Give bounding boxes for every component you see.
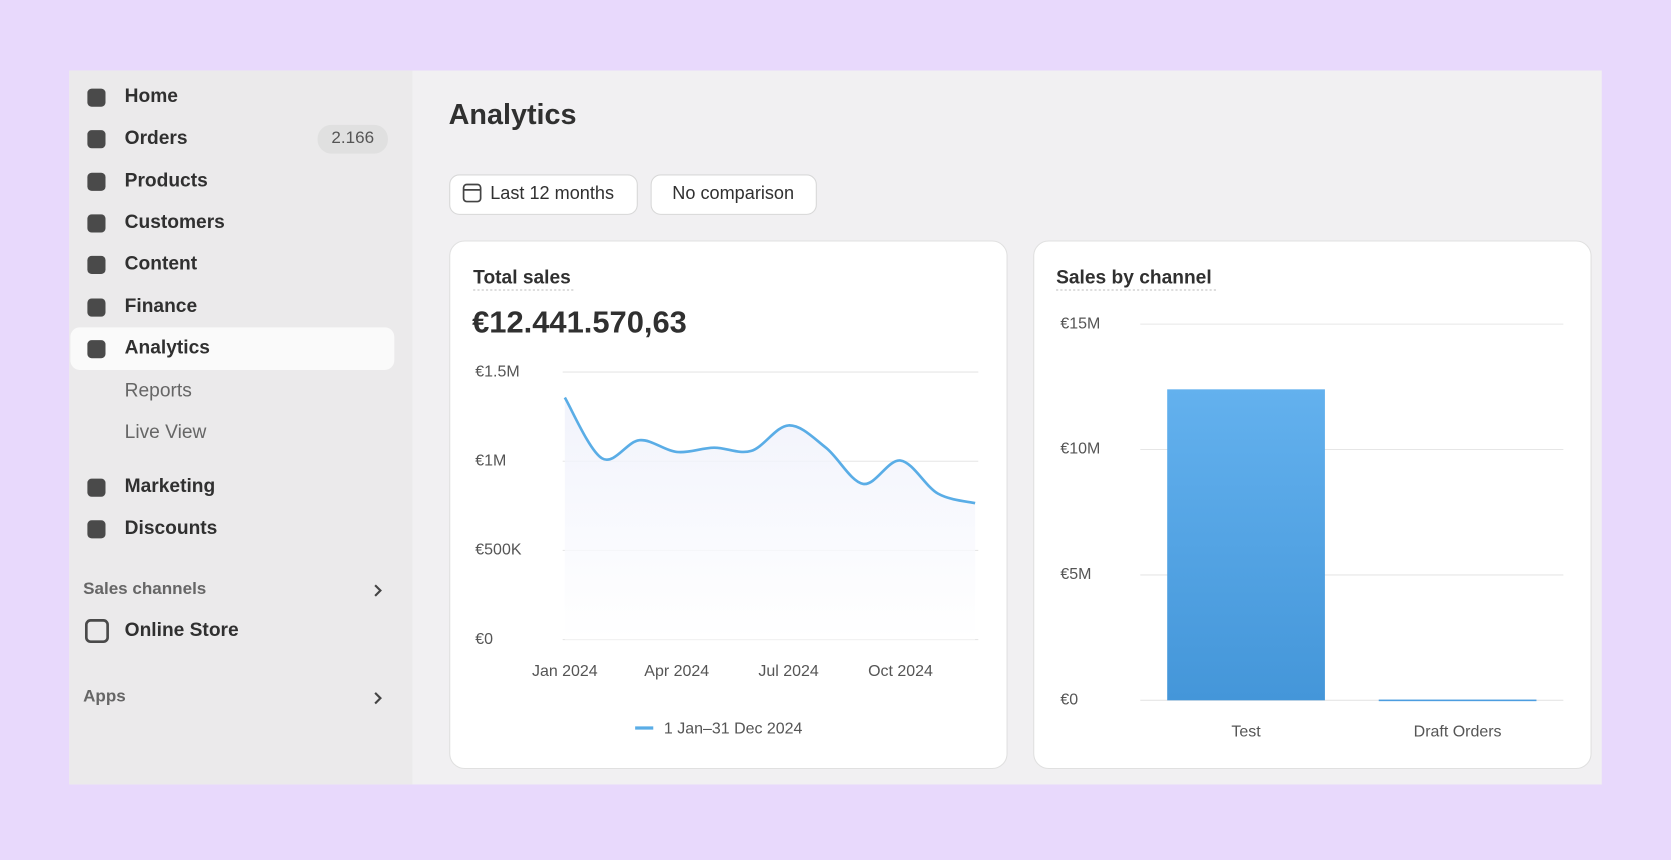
nav-icon: [87, 88, 106, 107]
date-button[interactable]: [449, 174, 638, 215]
y-tick-label: €500K: [475, 542, 522, 559]
nav-item[interactable]: Discounts: [125, 518, 218, 539]
card-title: Sales by channel: [1056, 267, 1212, 288]
x-tick-label: Oct 2024: [868, 663, 933, 680]
nav-icon: [84, 619, 109, 644]
chevron: [374, 584, 382, 597]
y-tick-label: €10M: [1060, 441, 1100, 458]
nav-item[interactable]: Home: [125, 86, 178, 107]
nav-subitem[interactable]: Live View: [125, 422, 207, 443]
nav-icon: [87, 520, 106, 539]
nav-item[interactable]: Customers: [125, 212, 225, 233]
nav-item[interactable]: Marketing: [125, 476, 216, 497]
area: [564, 397, 976, 640]
x-tick-label: Jul 2024: [758, 663, 818, 680]
total-value: €12.441.570,63: [472, 304, 687, 339]
comparison-button[interactable]: [650, 174, 817, 215]
nav-icon: [87, 130, 106, 149]
nav-item[interactable]: Analytics: [125, 338, 210, 359]
badge-count: 2.166: [331, 128, 374, 147]
x-tick-label: Draft Orders: [1414, 724, 1502, 741]
nav-icon: [87, 478, 106, 497]
nav-item[interactable]: Content: [125, 254, 198, 275]
active-highlight: [70, 327, 395, 370]
x-tick-label: Jan 2024: [532, 663, 598, 680]
bar: [1167, 389, 1325, 701]
x-tick-label: Test: [1231, 724, 1261, 741]
y-tick-label: €15M: [1060, 315, 1100, 332]
y-tick-label: €1M: [475, 452, 506, 469]
nav-icon: [87, 214, 106, 233]
y-tick-label: €5M: [1060, 566, 1091, 583]
y-tick-label: €1.5M: [475, 363, 519, 380]
nav-item[interactable]: Products: [125, 170, 208, 191]
card-title: Total sales: [473, 267, 571, 288]
nav-subitem[interactable]: Reports: [125, 380, 192, 401]
y-tick-label: €0: [475, 631, 493, 648]
nav-item[interactable]: Online Store: [125, 620, 239, 641]
chevron: [374, 692, 382, 705]
legend-label: 1 Jan–31 Dec 2024: [664, 720, 803, 737]
nav-icon: [87, 340, 106, 359]
line: [563, 396, 976, 505]
sidebar: [69, 70, 413, 785]
x-tick-label: Apr 2024: [644, 663, 709, 680]
calendar-icon: [462, 183, 482, 203]
badge: [317, 124, 388, 154]
bar: [1378, 699, 1537, 702]
button-label: Last 12 months: [490, 183, 614, 203]
nav-icon: [87, 298, 106, 317]
nav-item[interactable]: Finance: [125, 296, 197, 317]
y-tick-label: €0: [1060, 692, 1078, 709]
section-title[interactable]: Apps: [83, 687, 126, 706]
nav-item[interactable]: Orders: [125, 128, 188, 149]
page-title: Analytics: [449, 99, 577, 131]
section-title[interactable]: Sales channels: [83, 579, 206, 598]
nav-icon: [87, 255, 106, 275]
button-label: No comparison: [672, 183, 794, 203]
nav-icon: [87, 172, 106, 191]
